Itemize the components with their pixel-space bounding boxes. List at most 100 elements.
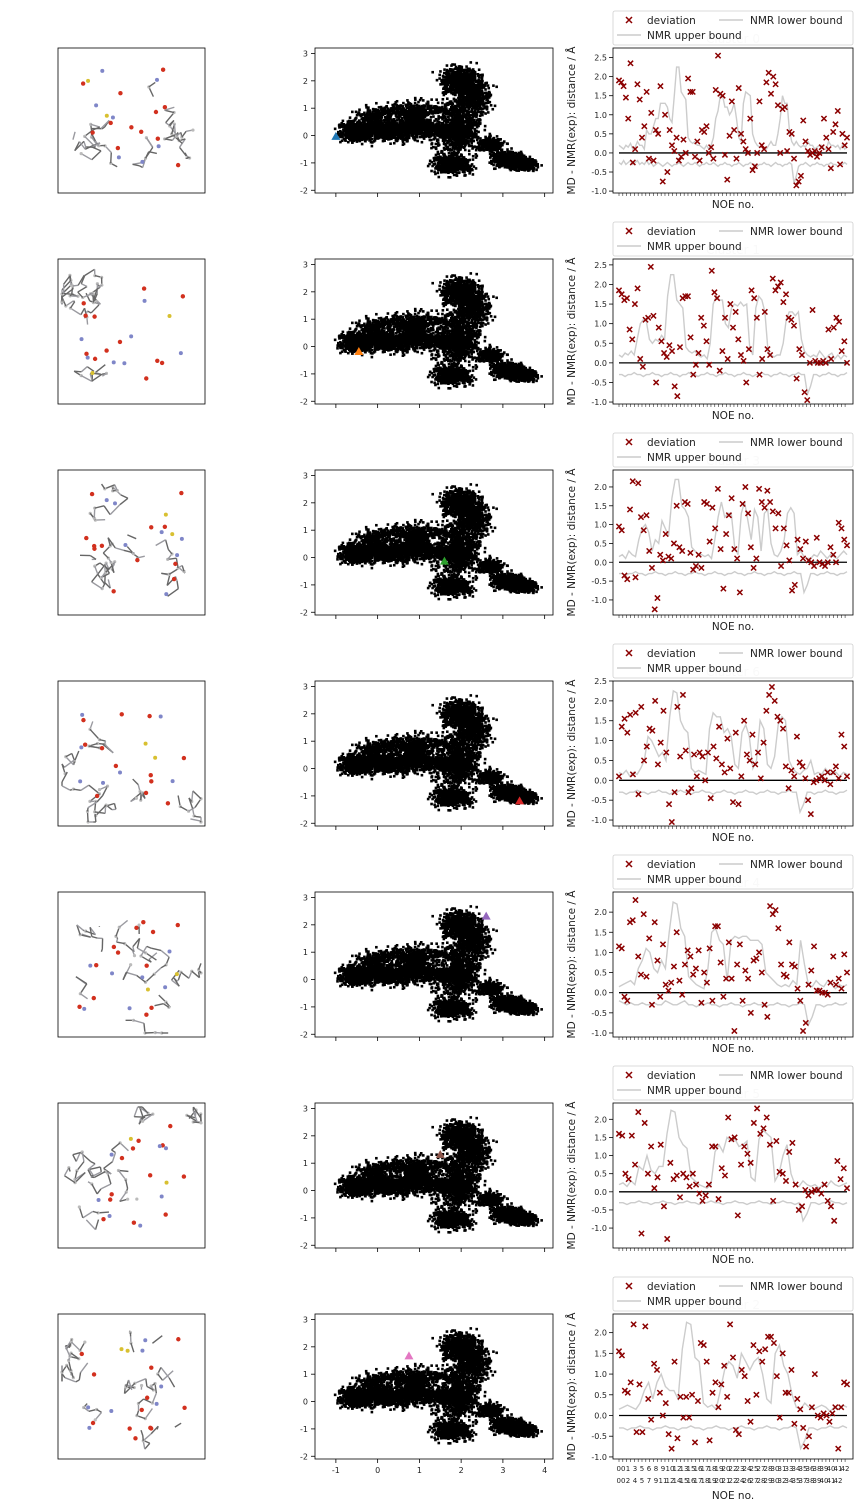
density-point: [384, 121, 388, 125]
density-point: [398, 120, 402, 124]
density-point: [417, 125, 420, 128]
density-point: [435, 98, 438, 101]
density-point: [445, 87, 449, 91]
density-point: [417, 106, 421, 110]
density-point: [390, 125, 394, 128]
density-point: [428, 159, 432, 163]
density-point: [456, 138, 459, 141]
density-point: [376, 120, 380, 123]
density-point: [363, 113, 367, 117]
density-point: [382, 107, 385, 111]
density-point: [373, 120, 376, 123]
density-point: [468, 105, 472, 109]
density-point: [438, 73, 441, 77]
density-point: [413, 138, 417, 141]
density-point: [419, 122, 422, 126]
density-point: [460, 121, 464, 125]
density-point: [407, 106, 411, 110]
density-point: [438, 108, 441, 112]
density-point: [389, 107, 393, 111]
density-point: [416, 109, 420, 113]
density-point: [388, 128, 391, 132]
density-point: [393, 120, 396, 123]
density-point: [448, 89, 452, 92]
density-point: [442, 146, 446, 150]
density-point: [486, 93, 490, 96]
density-point: [480, 79, 483, 83]
density-point: [416, 114, 419, 118]
density-point: [388, 115, 392, 119]
density-point: [381, 128, 384, 131]
density-point: [406, 121, 410, 125]
nitrogen-atom: [154, 77, 159, 82]
density-point: [412, 124, 416, 128]
density-point: [417, 131, 421, 134]
density-point: [354, 110, 358, 114]
density-point: [470, 110, 474, 114]
density-point: [387, 130, 391, 133]
density-point: [479, 107, 482, 110]
density-point: [430, 128, 434, 131]
density-point: [473, 118, 476, 122]
density-point: [395, 136, 399, 139]
density-point: [452, 130, 455, 134]
density-point: [451, 119, 455, 122]
density-point: [409, 102, 413, 106]
density-point: [370, 137, 374, 141]
density-point: [422, 113, 425, 116]
density-point: [463, 135, 467, 139]
density-point: [380, 132, 384, 136]
density-point: [428, 129, 431, 132]
density-point: [484, 112, 487, 115]
density-point: [395, 106, 398, 110]
density-point: [404, 119, 407, 123]
density-point: [378, 127, 382, 130]
density-point: [458, 75, 462, 79]
density-point: [476, 85, 480, 89]
nitrogen-atom: [94, 103, 99, 108]
density-point: [428, 138, 432, 142]
density-point: [416, 132, 420, 136]
density-point: [369, 128, 373, 131]
density-point: [389, 113, 393, 116]
density-point: [469, 61, 473, 64]
density-point: [397, 113, 400, 117]
density-point: [471, 147, 474, 150]
density-point: [392, 132, 396, 135]
density-point: [448, 72, 451, 76]
density-point: [436, 150, 440, 154]
nitrogen-atom: [116, 155, 121, 160]
density-point: [365, 112, 369, 116]
density-point: [380, 112, 383, 116]
density-point: [463, 148, 467, 152]
density-point: [369, 112, 373, 116]
density-point: [400, 127, 404, 130]
density-point: [399, 118, 402, 122]
density-point: [471, 125, 474, 128]
density-point: [431, 133, 435, 136]
density-point: [405, 118, 409, 121]
oxygen-atom: [115, 145, 121, 151]
density-point: [382, 134, 386, 137]
density-point: [451, 164, 454, 168]
density-point: [430, 169, 433, 173]
density-point: [368, 118, 371, 122]
density-point: [436, 129, 440, 133]
density-point: [453, 93, 457, 97]
density-point: [420, 115, 423, 118]
density-point: [458, 112, 462, 116]
density-point: [406, 137, 409, 141]
density-point: [481, 92, 484, 96]
density-point: [377, 114, 380, 117]
density-point: [449, 156, 452, 159]
density-point: [402, 137, 405, 141]
density-point: [422, 124, 425, 128]
density-point: [407, 111, 411, 115]
density-point: [431, 70, 434, 74]
density-point: [377, 129, 381, 133]
density-point: [432, 115, 435, 118]
density-point: [428, 109, 432, 112]
density-point: [395, 103, 398, 107]
density-point: [419, 111, 422, 115]
